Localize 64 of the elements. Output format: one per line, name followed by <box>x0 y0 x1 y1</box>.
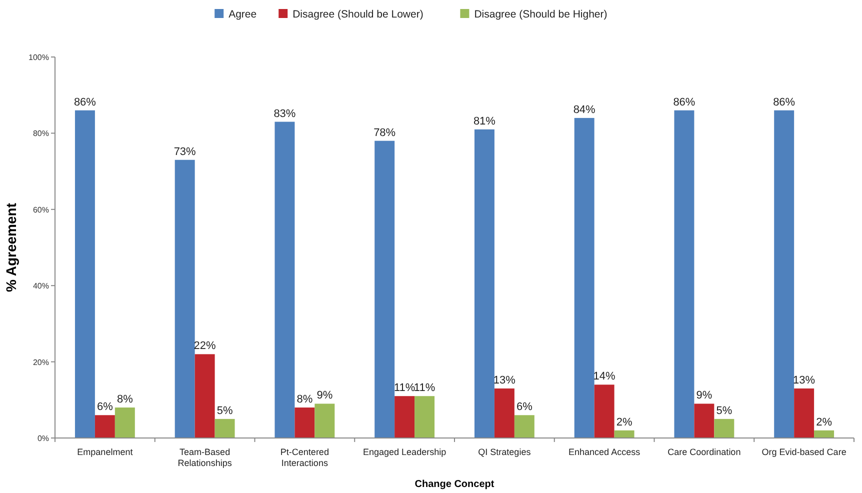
data-label: 9% <box>316 390 333 402</box>
data-label: 83% <box>274 108 296 120</box>
data-label: 78% <box>374 126 396 139</box>
legend-label: Agree <box>228 8 257 20</box>
data-label: 5% <box>216 404 233 417</box>
data-label: 86% <box>673 96 696 108</box>
bar <box>574 118 594 438</box>
bar <box>674 110 694 438</box>
bar <box>314 404 335 438</box>
bar <box>174 160 195 438</box>
x-tick-label: Engaged Leadership <box>363 447 446 457</box>
data-label: 11% <box>414 382 436 394</box>
data-label: 86% <box>74 96 96 108</box>
bar <box>814 430 834 438</box>
bar <box>594 384 614 438</box>
data-label: 6% <box>96 401 114 414</box>
data-label: 73% <box>174 146 196 158</box>
bar <box>474 129 494 438</box>
y-tick-label: 80% <box>32 129 49 138</box>
bar <box>294 408 315 438</box>
legend-label: Disagree (Should be Higher) <box>474 8 608 20</box>
y-tick-label: 60% <box>32 205 49 214</box>
bar <box>714 418 734 438</box>
bar <box>274 122 295 438</box>
bar <box>794 388 814 438</box>
data-label: 2% <box>816 416 832 428</box>
x-tick-label: Pt-Centered Interactions <box>280 447 329 468</box>
bar <box>694 404 714 438</box>
x-tick-label: Empanelment <box>77 447 134 457</box>
bar <box>194 354 215 438</box>
y-tick-label: 20% <box>32 358 49 367</box>
legend-label: Disagree (Should be Lower) <box>292 8 424 20</box>
data-label: 6% <box>516 401 533 414</box>
data-label: 84% <box>573 104 596 116</box>
bar <box>414 396 435 438</box>
data-label: 9% <box>696 390 712 402</box>
bar <box>214 418 235 438</box>
data-label: 81% <box>473 115 496 128</box>
data-label: 2% <box>616 416 632 428</box>
data-label: 5% <box>716 404 732 417</box>
y-tick-label: 0% <box>37 434 49 443</box>
data-label: 8% <box>116 394 134 406</box>
x-tick-label: Care Coordination <box>668 447 741 457</box>
y-axis-title: % Agreement <box>3 202 19 292</box>
bar <box>74 110 95 438</box>
y-tick-label: 40% <box>32 282 49 291</box>
bar <box>774 110 794 438</box>
bar <box>114 408 135 438</box>
y-tick-label: 100% <box>28 53 49 62</box>
bar <box>494 388 514 438</box>
bar <box>394 396 415 438</box>
x-axis-title: Change Concept <box>414 479 495 490</box>
x-tick-label: Org Evid-based Care <box>762 447 846 457</box>
x-tick-label: Team-Based Relationships <box>178 447 232 468</box>
bar <box>514 415 534 438</box>
bar <box>374 140 395 438</box>
data-label: 11% <box>394 382 416 394</box>
data-label: 14% <box>593 370 616 383</box>
bar <box>614 430 634 438</box>
data-label: 8% <box>296 394 313 406</box>
x-tick-label: Enhanced Access <box>568 447 641 457</box>
data-label: 86% <box>773 96 796 108</box>
x-tick-label: QI Strategies <box>478 447 532 457</box>
bar <box>94 415 115 438</box>
